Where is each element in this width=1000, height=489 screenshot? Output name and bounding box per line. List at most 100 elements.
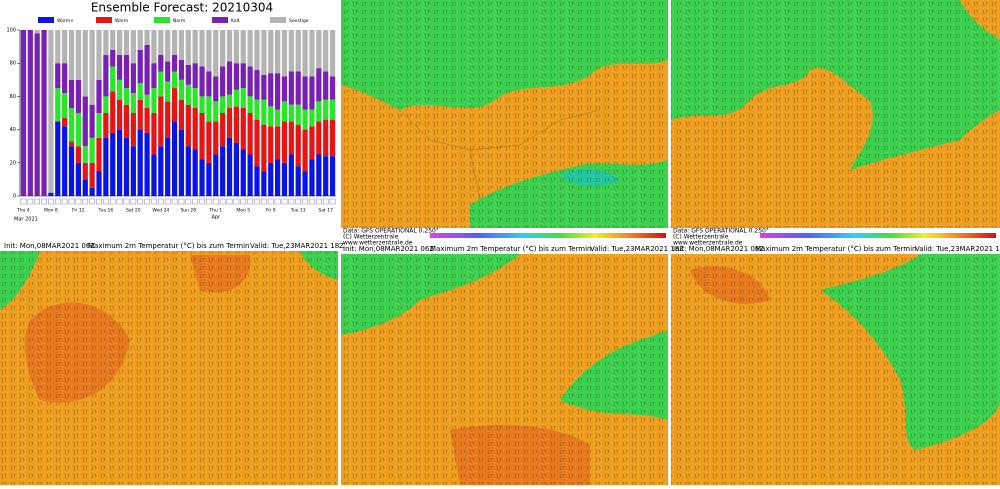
- bar-segment: [103, 137, 109, 196]
- day-marker: [240, 198, 247, 205]
- bar-segment: [199, 113, 205, 160]
- bar-segment: [75, 146, 82, 163]
- url: www.wetterzentrale.de: [343, 240, 413, 247]
- bar-segment: [274, 159, 281, 196]
- bar-segment: [329, 30, 336, 77]
- bar-segment: [151, 30, 157, 64]
- day-marker: [295, 198, 302, 205]
- bar-segment: [178, 30, 185, 60]
- x-tick-label: Thu 4: [16, 208, 30, 214]
- bar-segment: [185, 30, 191, 65]
- day-marker: [254, 198, 260, 205]
- bar-segment: [158, 146, 164, 196]
- day-marker: [226, 198, 233, 205]
- bar-segment: [302, 109, 308, 130]
- legend-swatch: [270, 17, 286, 23]
- day-marker: [219, 198, 226, 205]
- border: [399, 109, 601, 201]
- bar-segment: [171, 54, 178, 72]
- bar-segment: [55, 63, 61, 89]
- bar-segment: [192, 88, 198, 109]
- bar-segment: [226, 30, 233, 62]
- bar-segment: [309, 159, 315, 196]
- day-marker: [329, 198, 336, 205]
- bar-segment: [233, 142, 240, 196]
- day-marker: [116, 198, 123, 205]
- bar-segment: [192, 30, 198, 64]
- bar-segment: [34, 33, 40, 196]
- bar-segment: [261, 124, 267, 172]
- colorbar: [760, 233, 996, 238]
- bar-segment: [144, 30, 150, 45]
- day-marker: [164, 198, 171, 205]
- value-grid: [341, 0, 668, 228]
- bar-segment: [233, 30, 240, 64]
- day-marker: [130, 198, 137, 205]
- day-marker: [206, 198, 212, 205]
- bar-segment: [261, 30, 267, 75]
- bar-segment: [220, 113, 226, 147]
- bar-segment: [20, 30, 27, 196]
- bar-segment: [110, 30, 116, 50]
- y-tick-label: 100: [6, 28, 16, 34]
- bar-segment: [261, 171, 267, 196]
- url: www.wetterzentrale.de: [673, 240, 743, 247]
- bar-segment: [288, 154, 294, 196]
- bar-segment: [233, 63, 240, 90]
- y-tick-label: 40: [10, 127, 16, 133]
- bar-segment: [288, 71, 294, 105]
- day-marker: [185, 198, 192, 205]
- bar-segment: [240, 88, 246, 109]
- legend-swatch: [154, 17, 170, 23]
- bar-segment: [240, 63, 246, 89]
- map-title: Maximum 2m Temperatur (°C) bis zum Termi…: [755, 245, 916, 253]
- bar-segment: [110, 49, 116, 67]
- day-marker: [199, 198, 205, 205]
- colorbar: [430, 233, 666, 238]
- bar-segment: [55, 121, 61, 196]
- bar-segment: [185, 84, 191, 105]
- bar-segment: [123, 104, 130, 138]
- y-tick-label: 80: [10, 61, 16, 67]
- init: Init: Mon,08MAR2021 06Z: [673, 245, 764, 253]
- bar-segment: [281, 121, 288, 163]
- bar-segment: [268, 162, 274, 196]
- x-tick-label: Sun 28: [180, 208, 196, 214]
- x-tick-label: Sat 17: [318, 208, 333, 214]
- day-marker: [316, 198, 322, 205]
- legend-label: Warm+: [57, 18, 74, 24]
- x-tick-label: Mon 5: [236, 208, 250, 214]
- bar-segment: [329, 76, 336, 100]
- legend-swatch: [212, 17, 228, 23]
- bar-segment: [206, 121, 212, 163]
- bar-segment: [323, 30, 329, 72]
- bar-segment: [247, 66, 253, 97]
- legend-label: Warm: [115, 18, 128, 24]
- bar-segment: [171, 121, 178, 196]
- day-marker: [267, 198, 274, 205]
- map-top-right: Data: GFS OPERATIONAL 0.250° (C) Wetterz…: [671, 0, 1000, 247]
- map-bottom-right: Init: Mon,08MAR2021 06Z Maximum 2m Tempe…: [671, 245, 1000, 485]
- bar-segment: [82, 146, 88, 163]
- bar-segment: [220, 96, 226, 113]
- bar-segment: [274, 30, 281, 74]
- bar-segment: [165, 101, 171, 138]
- bar-segment: [309, 126, 315, 160]
- bar-segment: [323, 99, 329, 120]
- bar-segment: [274, 109, 281, 127]
- bar-segment: [123, 137, 130, 196]
- bar-segment: [309, 30, 315, 77]
- map-top-middle: Data: GFS OPERATIONAL 0.250° (C) Wetterz…: [341, 0, 668, 247]
- bar-segment: [116, 54, 123, 80]
- bar-segment: [151, 154, 157, 196]
- bar-segment: [240, 108, 246, 150]
- y-tick-label: 0: [13, 194, 16, 200]
- bar-segment: [130, 113, 136, 147]
- bar-segment: [103, 113, 109, 138]
- bar-segment: [165, 61, 171, 82]
- bar-segment: [323, 119, 329, 157]
- bar-segment: [323, 156, 329, 196]
- bar-segment: [316, 101, 322, 122]
- bar-segment: [226, 108, 233, 138]
- bar-segment: [144, 108, 150, 133]
